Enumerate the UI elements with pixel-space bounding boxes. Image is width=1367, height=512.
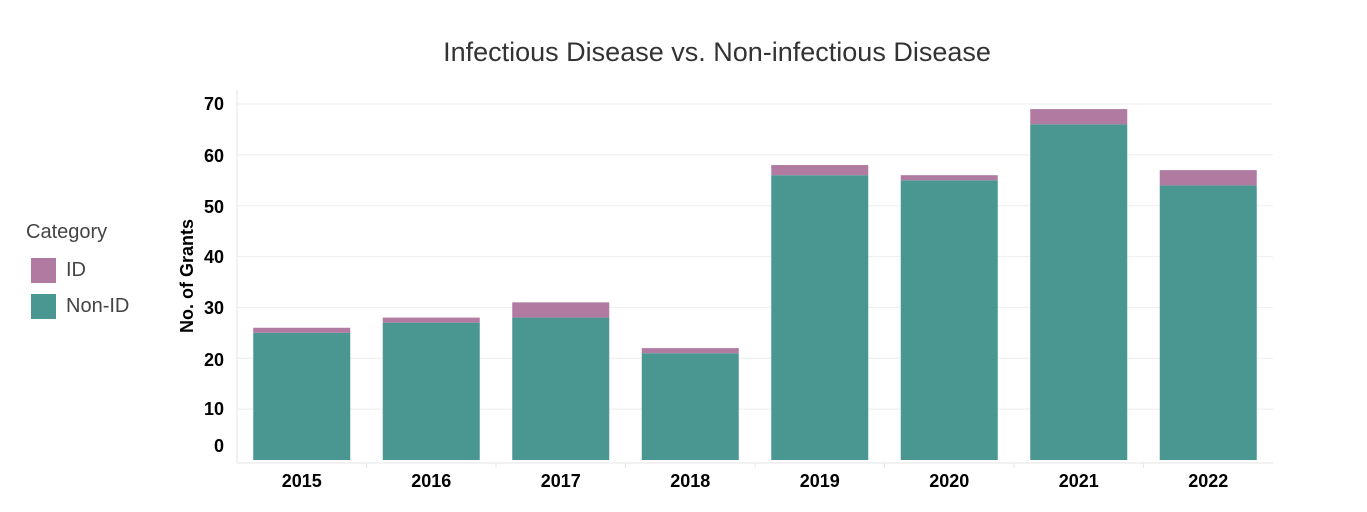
bar-id-2015 [253,327,351,333]
bar-non-id-2020 [900,180,998,461]
x-tick-label: 2017 [541,471,581,491]
y-tick-label: 20 [204,350,224,370]
bar-id-2022 [1159,170,1257,186]
x-tick-label: 2015 [282,471,322,491]
y-tick-label: 50 [204,197,224,217]
legend-swatch-non-id [31,294,56,319]
x-tick-label: 2021 [1059,471,1099,491]
bar-non-id-2018 [641,353,739,460]
y-axis-label: No. of Grants [177,219,197,333]
y-tick-label: 0 [214,436,224,456]
bar-non-id-2021 [1030,124,1128,460]
bar-non-id-2019 [771,175,869,460]
bar-non-id-2015 [253,332,351,460]
legend-label-id: ID [66,259,86,281]
legend-label-non-id: Non-ID [66,295,129,317]
legend-swatch-id [31,258,56,283]
y-tick-label: 30 [204,298,224,318]
bar-non-id-2016 [382,322,480,460]
x-tick-label: 2019 [800,471,840,491]
bar-id-2016 [382,317,480,323]
bar-id-2019 [771,165,869,176]
x-tick-label: 2020 [929,471,969,491]
x-tick-label: 2022 [1188,471,1228,491]
bar-non-id-2017 [512,317,610,460]
bars [253,109,1257,461]
bar-non-id-2022 [1159,185,1257,460]
bar-id-2021 [1030,109,1128,125]
y-tick-label: 10 [204,399,224,419]
bar-id-2020 [900,175,998,181]
y-axis-ticks: 0 10 20 30 40 50 60 70 [204,94,224,456]
y-tick-label: 60 [204,146,224,166]
legend: Category ID Non-ID [26,221,129,319]
x-tick-label: 2016 [411,471,451,491]
bar-id-2017 [512,302,610,318]
legend-title: Category [26,221,107,243]
chart-title: Infectious Disease vs. Non-infectious Di… [443,37,991,67]
bar-id-2018 [641,348,739,354]
y-tick-label: 70 [204,94,224,114]
x-axis-ticks: 2015 2016 2017 2018 2019 2020 2021 2022 [282,463,1228,491]
x-tick-label: 2018 [670,471,710,491]
y-tick-label: 40 [204,247,224,267]
